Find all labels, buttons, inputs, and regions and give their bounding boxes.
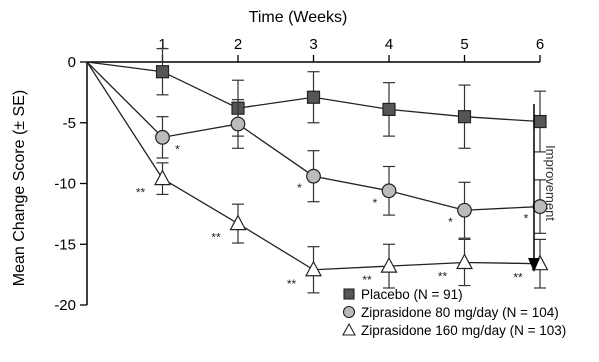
significance-label: ** <box>136 186 146 200</box>
significance-label: ** <box>287 277 297 291</box>
x-tick-label: 4 <box>385 36 393 53</box>
y-tick-label: -15 <box>54 236 76 253</box>
data-point <box>229 214 247 231</box>
data-point <box>304 260 323 277</box>
legend-marker <box>343 288 355 300</box>
x-tick-label: 5 <box>460 36 468 53</box>
improvement-label: Improvement <box>543 145 558 221</box>
data-point <box>381 183 397 199</box>
significance-label: * <box>448 215 453 229</box>
x-tick-label: 2 <box>234 36 242 53</box>
legend-label: Placebo (N = 91) <box>361 287 463 302</box>
data-point <box>382 102 396 116</box>
improvement-arrowhead <box>528 258 540 272</box>
data-point <box>533 114 547 129</box>
data-point <box>155 129 170 145</box>
significance-label: ** <box>513 271 523 285</box>
y-axis-title: Mean Change Score (± SE) <box>11 90 28 286</box>
data-point <box>380 256 398 273</box>
legend-item: Ziprasidone 160 mg/day (N = 103) <box>342 322 566 338</box>
x-tick-label: 1 <box>158 36 166 53</box>
data-point <box>155 65 170 79</box>
significance-label: * <box>373 196 378 210</box>
legend: Placebo (N = 91) Ziprasidone 80 mg/day (N… <box>342 287 566 338</box>
legend-marker <box>342 322 356 336</box>
legend-label: Ziprasidone 160 mg/day (N = 103) <box>361 323 566 338</box>
x-tick-label: 6 <box>536 36 544 53</box>
x-axis-title: Time (Weeks) <box>249 9 348 26</box>
legend-marker <box>342 305 356 319</box>
x-tick-label: 3 <box>309 36 317 53</box>
data-point <box>457 202 472 218</box>
data-point <box>455 253 474 270</box>
significance-label: ** <box>438 269 448 283</box>
data-point <box>230 116 246 132</box>
series-circle: **** * <box>86 61 548 239</box>
data-point <box>306 168 321 184</box>
significance-label: ** <box>211 231 221 245</box>
y-tick-label: -10 <box>54 176 76 193</box>
legend-label: Ziprasidone 80 mg/day (N = 104) <box>361 305 559 320</box>
series-group: **** ******* ** ** ** <box>86 48 549 294</box>
axes: 0 -5 -10 -15 -20 1 2 3 4 5 6 <box>54 36 544 314</box>
significance-label: ** <box>362 273 372 287</box>
significance-label: * <box>297 181 302 195</box>
series-triangle: ****** ** ** ** <box>86 61 549 294</box>
y-tick-label: -20 <box>54 297 76 314</box>
legend-item: Placebo (N = 91) <box>343 287 463 302</box>
y-tick-label: 0 <box>68 54 76 71</box>
data-point <box>532 199 548 214</box>
data-point <box>306 90 321 104</box>
significance-label: * <box>175 142 180 156</box>
significance-label: * <box>524 212 529 226</box>
data-point <box>153 169 172 186</box>
legend-item: Ziprasidone 80 mg/day (N = 104) <box>342 305 559 320</box>
y-tick-label: -5 <box>63 115 76 132</box>
data-point <box>457 110 472 124</box>
